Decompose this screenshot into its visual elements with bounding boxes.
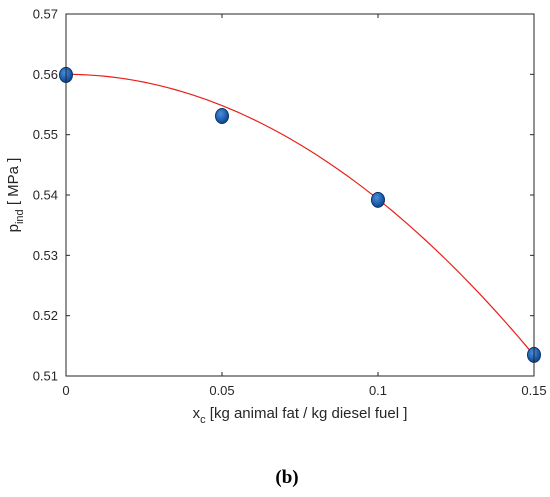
x-tick-label: 0.1: [369, 383, 387, 398]
y-tick-label: 0.55: [33, 127, 58, 142]
y-tick-label: 0.54: [33, 188, 58, 203]
y-axis-label-sub: ind: [14, 209, 26, 224]
x-axis-label-rest: [kg animal fat / kg diesel fuel ]: [206, 405, 408, 422]
x-axis-label-main: x: [193, 405, 201, 422]
y-axis-label: pind [ MPa ]: [5, 158, 26, 233]
tick-labels: 0 0.05 0.1 0.15 0.51 0.52 0.53 0.54 0.55 0.56 0.57: [33, 7, 547, 399]
x-tick-label: 0.15: [521, 383, 546, 398]
plot-area: [66, 14, 534, 376]
data-point: [371, 191, 385, 208]
y-axis-label-rest: [ MPa ]: [5, 158, 22, 210]
y-tick-label: 0.51: [33, 369, 58, 384]
x-tick-label: 0: [62, 383, 69, 398]
x-tick-label: 0.05: [209, 383, 234, 398]
plot-frame: [65, 13, 535, 377]
x-axis-label: xc [kg animal fat / kg diesel fuel ]: [193, 405, 408, 426]
y-tick-label: 0.56: [33, 67, 58, 82]
y-axis-label-main: p: [5, 224, 22, 232]
panel-label: (b): [275, 467, 298, 488]
data-point: [215, 107, 229, 124]
fit-curve-layer: [65, 73, 535, 356]
y-tick-label: 0.52: [33, 308, 58, 323]
y-tick-label: 0.53: [33, 248, 58, 263]
fit-curve: [65, 73, 535, 356]
x-axis-label-sub: c: [200, 414, 206, 426]
y-tick-label: 0.57: [33, 7, 58, 22]
